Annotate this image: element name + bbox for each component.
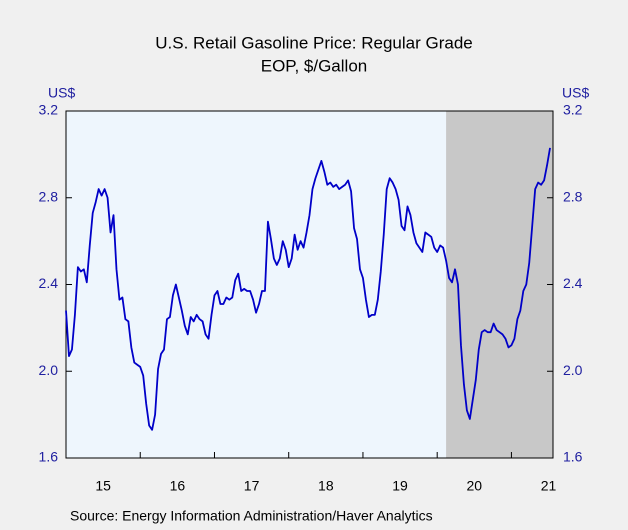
y-tick-label-right: 2.4: [563, 275, 583, 291]
x-tick-label: 15: [95, 478, 111, 494]
x-tick-label: 20: [467, 478, 483, 494]
chart-subtitle: EOP, $/Gallon: [261, 56, 367, 75]
x-tick-label: 21: [541, 478, 557, 494]
y-tick-label: 2.4: [39, 275, 59, 291]
y-tick-label: 2.0: [39, 362, 59, 378]
y-tick-label-right: 2.8: [563, 188, 583, 204]
x-tick-label: 18: [318, 478, 334, 494]
shaded-region: [446, 111, 553, 458]
y-tick-label-right: 1.6: [563, 449, 583, 465]
y-tick-label: 1.6: [39, 449, 59, 465]
series-line: [65, 147, 551, 431]
source-note: Source: Energy Information Administratio…: [70, 508, 433, 524]
y-unit-left: US$: [48, 85, 75, 101]
x-tick-label: 19: [392, 478, 408, 494]
y-unit-right: US$: [562, 85, 589, 101]
y-tick-label-right: 2.0: [563, 362, 583, 378]
chart-title: U.S. Retail Gasoline Price: Regular Grad…: [155, 33, 472, 52]
x-tick-label: 17: [244, 478, 260, 494]
y-tick-label: 3.2: [39, 102, 59, 118]
plot-frame: [65, 110, 554, 459]
x-tick-label: 16: [170, 478, 186, 494]
y-tick-label: 2.8: [39, 188, 59, 204]
y-tick-label-right: 3.2: [563, 102, 583, 118]
